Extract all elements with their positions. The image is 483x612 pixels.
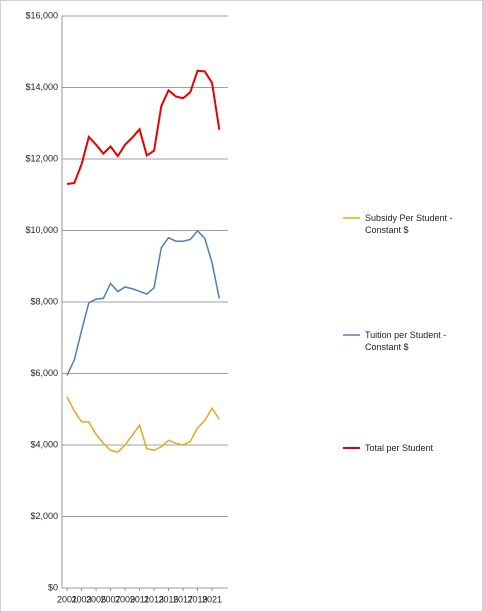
y-tick-label: $12,000 (25, 153, 58, 163)
x-tick-label: 2009 (115, 594, 135, 604)
x-tick-label: 2005 (86, 594, 106, 604)
y-tick-label: $16,000 (25, 10, 58, 20)
y-tick-label: $8,000 (30, 296, 58, 306)
series-line (66, 69, 221, 186)
x-tick-label: 2019 (188, 594, 208, 604)
legend-label: Total per Student (365, 443, 434, 453)
y-tick-label: $0 (48, 582, 58, 592)
x-tick-label: 2017 (173, 594, 193, 604)
series-line (66, 229, 221, 376)
x-tick-label: 2001 (57, 594, 77, 604)
legend-label: Subsidy Per Student - Constant $ (365, 213, 453, 235)
x-tick-label: 2013 (144, 594, 164, 604)
y-tick-label: $6,000 (30, 368, 58, 378)
x-tick-label: 2003 (72, 594, 92, 604)
y-tick-label: $2,000 (30, 511, 58, 521)
x-tick-label: 2015 (159, 594, 179, 604)
y-tick-label: $4,000 (30, 439, 58, 449)
x-tick-label: 2011 (130, 594, 149, 604)
series-line (66, 396, 220, 453)
legend-label: Tuition per Student - Constant $ (365, 330, 447, 352)
x-tick-label: 2021 (202, 594, 222, 604)
y-tick-label: $14,000 (25, 82, 58, 92)
x-tick-label: 2007 (101, 594, 121, 604)
y-tick-label: $10,000 (25, 225, 58, 235)
